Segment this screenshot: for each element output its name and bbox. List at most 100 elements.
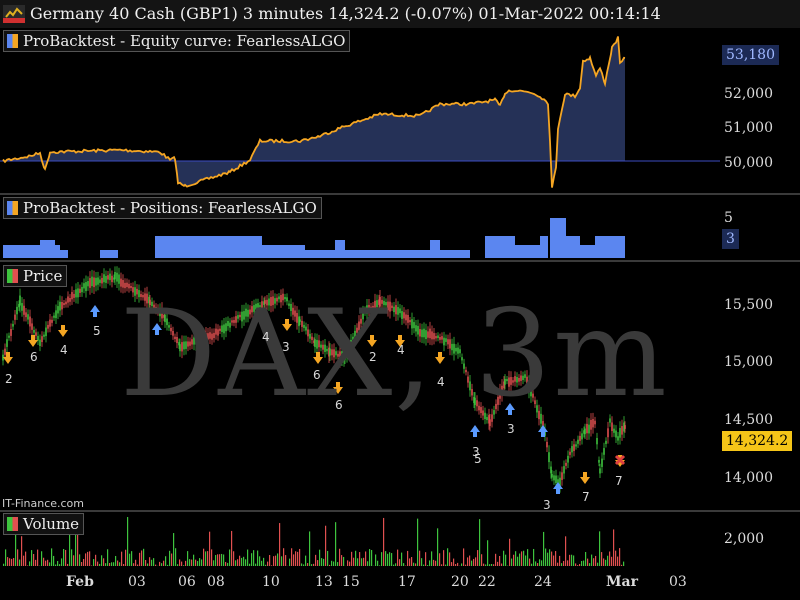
volume-bar	[565, 536, 566, 566]
volume-bar	[549, 549, 550, 566]
volume-legend-label: Volume	[23, 515, 79, 533]
buy-arrow-icon[interactable]	[538, 425, 548, 437]
candle-body	[548, 452, 550, 462]
volume-bar	[103, 558, 104, 566]
sell-arrow-icon[interactable]	[580, 472, 590, 484]
volume-bar	[543, 532, 544, 566]
positions-legend-label: ProBacktest - Positions: FearlessALGO	[23, 199, 317, 217]
volume-bar	[353, 558, 354, 566]
volume-bar	[273, 556, 274, 566]
volume-bar	[295, 551, 296, 566]
candle-body	[101, 278, 103, 284]
volume-bar	[351, 552, 352, 566]
candle-body	[61, 302, 63, 309]
volume-bar	[281, 556, 282, 566]
volume-bar	[77, 530, 78, 566]
trade-label: 7	[582, 490, 590, 504]
candle-body	[114, 272, 116, 279]
sell-arrow-icon[interactable]	[28, 335, 38, 347]
candle-body	[91, 277, 93, 286]
price-color-swatch	[7, 269, 18, 283]
volume-bar	[357, 558, 358, 566]
volume-bar	[521, 551, 522, 566]
volume-bar	[101, 555, 102, 566]
x-tick: 24	[534, 574, 552, 590]
volume-bar	[321, 558, 322, 566]
positions-panel[interactable]: ProBacktest - Positions: FearlessALGO	[0, 195, 720, 260]
volume-bar	[509, 539, 510, 566]
volume-bar	[591, 555, 592, 566]
equity-legend-label: ProBacktest - Equity curve: FearlessALGO	[23, 32, 345, 50]
volume-bar	[381, 552, 382, 566]
buy-arrow-icon[interactable]	[90, 305, 100, 317]
positions-legend[interactable]: ProBacktest - Positions: FearlessALGO	[3, 197, 322, 219]
candle-body	[49, 320, 51, 327]
candle-body	[111, 276, 113, 282]
candle-body	[573, 444, 575, 451]
volume-bar	[31, 550, 32, 566]
volume-bar	[203, 549, 204, 566]
volume-bar	[289, 559, 290, 566]
volume-bar	[341, 555, 342, 566]
position-bar	[485, 236, 515, 258]
sell-arrow-icon[interactable]	[58, 325, 68, 337]
candle-body	[55, 310, 57, 318]
candle-body	[41, 336, 43, 342]
candle-body	[575, 444, 577, 446]
candle-body	[567, 456, 569, 463]
candle-body	[71, 292, 73, 299]
equity-panel[interactable]: ProBacktest - Equity curve: FearlessALGO	[0, 28, 720, 193]
price-y-tick: 15,000	[724, 354, 773, 370]
candle-body	[551, 474, 553, 478]
volume-bar	[79, 554, 80, 566]
volume-bar	[371, 550, 372, 566]
volume-bar	[17, 549, 18, 566]
x-tick: 17	[398, 574, 416, 590]
candle-body	[109, 274, 111, 280]
volume-bar	[189, 559, 190, 566]
buy-arrow-icon[interactable]	[553, 482, 563, 494]
x-tick: 20	[451, 574, 469, 590]
position-bar	[262, 245, 305, 258]
volume-bar	[539, 559, 540, 566]
volume-bar	[239, 556, 240, 566]
symbol-watermark: DAX, 3m	[120, 285, 669, 424]
candle-body	[624, 425, 626, 429]
candle-body	[16, 307, 18, 314]
volume-bar	[551, 552, 552, 566]
volume-bar	[409, 558, 410, 566]
candle-body	[601, 459, 603, 467]
x-tick: 15	[342, 574, 360, 590]
trade-label: 4	[60, 343, 68, 357]
volume-y-tick: 2,000	[724, 531, 764, 547]
volume-bar	[237, 559, 238, 566]
volume-bar	[233, 551, 234, 566]
volume-bar	[209, 532, 210, 566]
candle-body	[603, 448, 605, 455]
volume-bar	[477, 550, 478, 566]
volume-bar	[417, 519, 418, 566]
equity-legend[interactable]: ProBacktest - Equity curve: FearlessALGO	[3, 30, 350, 52]
positions-y-axis[interactable]	[720, 195, 800, 260]
volume-bar	[571, 555, 572, 566]
volume-bar	[327, 551, 328, 566]
candle-body	[85, 282, 87, 291]
position-bar	[566, 236, 580, 258]
volume-bar	[601, 552, 602, 566]
volume-bar	[519, 554, 520, 566]
volume-bar	[339, 549, 340, 566]
volume-bar	[51, 548, 52, 566]
volume-bar	[259, 556, 260, 566]
volume-bar	[171, 554, 172, 566]
volume-panel[interactable]: Volume	[0, 512, 720, 566]
candle-body	[586, 424, 588, 433]
volume-bar	[603, 558, 604, 566]
candle-body	[10, 329, 12, 336]
volume-bar	[309, 531, 310, 566]
candle-body	[35, 332, 37, 335]
buy-arrow-icon[interactable]	[470, 425, 480, 437]
price-legend[interactable]: Price	[3, 265, 67, 287]
volume-legend[interactable]: Volume	[3, 513, 84, 535]
volume-bar	[569, 555, 570, 566]
volume-bar	[305, 556, 306, 566]
